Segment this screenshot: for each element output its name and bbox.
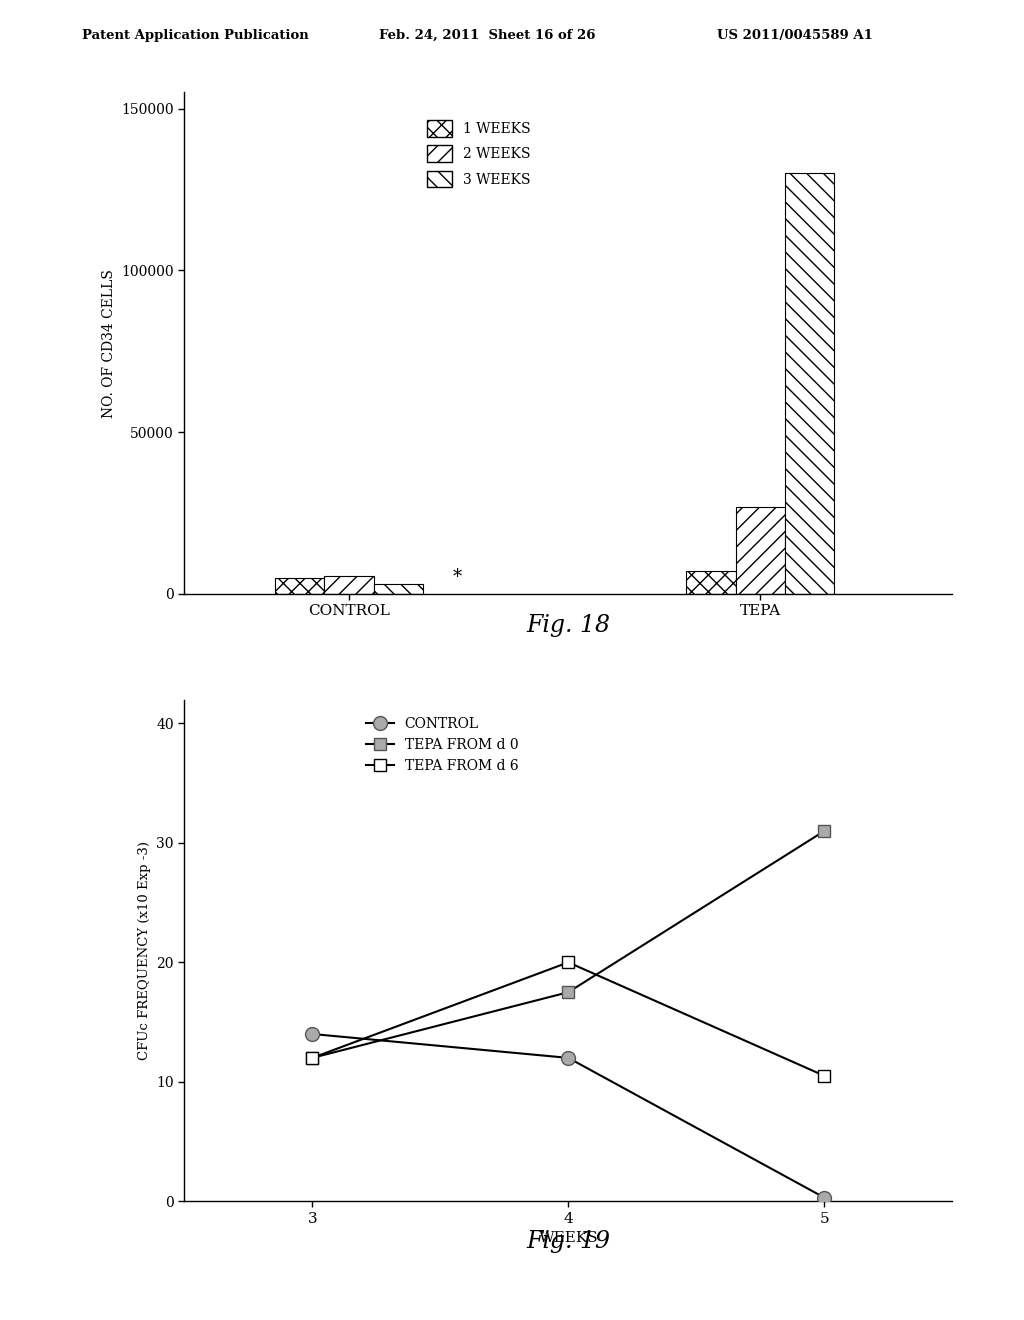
Legend: CONTROL, TEPA FROM d 0, TEPA FROM d 6: CONTROL, TEPA FROM d 0, TEPA FROM d 6 bbox=[360, 711, 524, 779]
Y-axis label: NO. OF CD34 CELLS: NO. OF CD34 CELLS bbox=[101, 269, 116, 417]
Line: TEPA FROM d 0: TEPA FROM d 0 bbox=[306, 825, 830, 1064]
Bar bbox=[735, 507, 785, 594]
TEPA FROM d 6 bbox=[306, 1049, 318, 1065]
Text: Fig. 18: Fig. 18 bbox=[526, 614, 610, 636]
Line: CONTROL: CONTROL bbox=[305, 1027, 831, 1205]
Y-axis label: CFUc FREQUENCY (x10 Exp -3): CFUc FREQUENCY (x10 Exp -3) bbox=[137, 841, 151, 1060]
CONTROL bbox=[562, 1049, 574, 1065]
TEPA FROM d 0 bbox=[818, 824, 830, 840]
Bar bbox=[686, 572, 735, 594]
Text: Feb. 24, 2011  Sheet 16 of 26: Feb. 24, 2011 Sheet 16 of 26 bbox=[379, 29, 595, 42]
Bar bbox=[274, 578, 325, 594]
CONTROL bbox=[306, 1026, 318, 1041]
Text: US 2011/0045589 A1: US 2011/0045589 A1 bbox=[717, 29, 872, 42]
Bar bbox=[325, 577, 374, 594]
X-axis label: WEEKS: WEEKS bbox=[539, 1232, 598, 1245]
CONTROL bbox=[818, 1189, 830, 1205]
TEPA FROM d 0 bbox=[306, 1049, 318, 1065]
Legend: 1 WEEKS, 2 WEEKS, 3 WEEKS: 1 WEEKS, 2 WEEKS, 3 WEEKS bbox=[422, 115, 537, 193]
TEPA FROM d 0 bbox=[562, 985, 574, 1001]
Text: Patent Application Publication: Patent Application Publication bbox=[82, 29, 308, 42]
Text: Fig. 19: Fig. 19 bbox=[526, 1230, 610, 1253]
Line: TEPA FROM d 6: TEPA FROM d 6 bbox=[306, 956, 830, 1082]
Text: *: * bbox=[453, 568, 462, 586]
Bar bbox=[374, 585, 423, 594]
Bar bbox=[785, 173, 835, 594]
TEPA FROM d 6 bbox=[818, 1068, 830, 1084]
TEPA FROM d 6 bbox=[562, 954, 574, 970]
